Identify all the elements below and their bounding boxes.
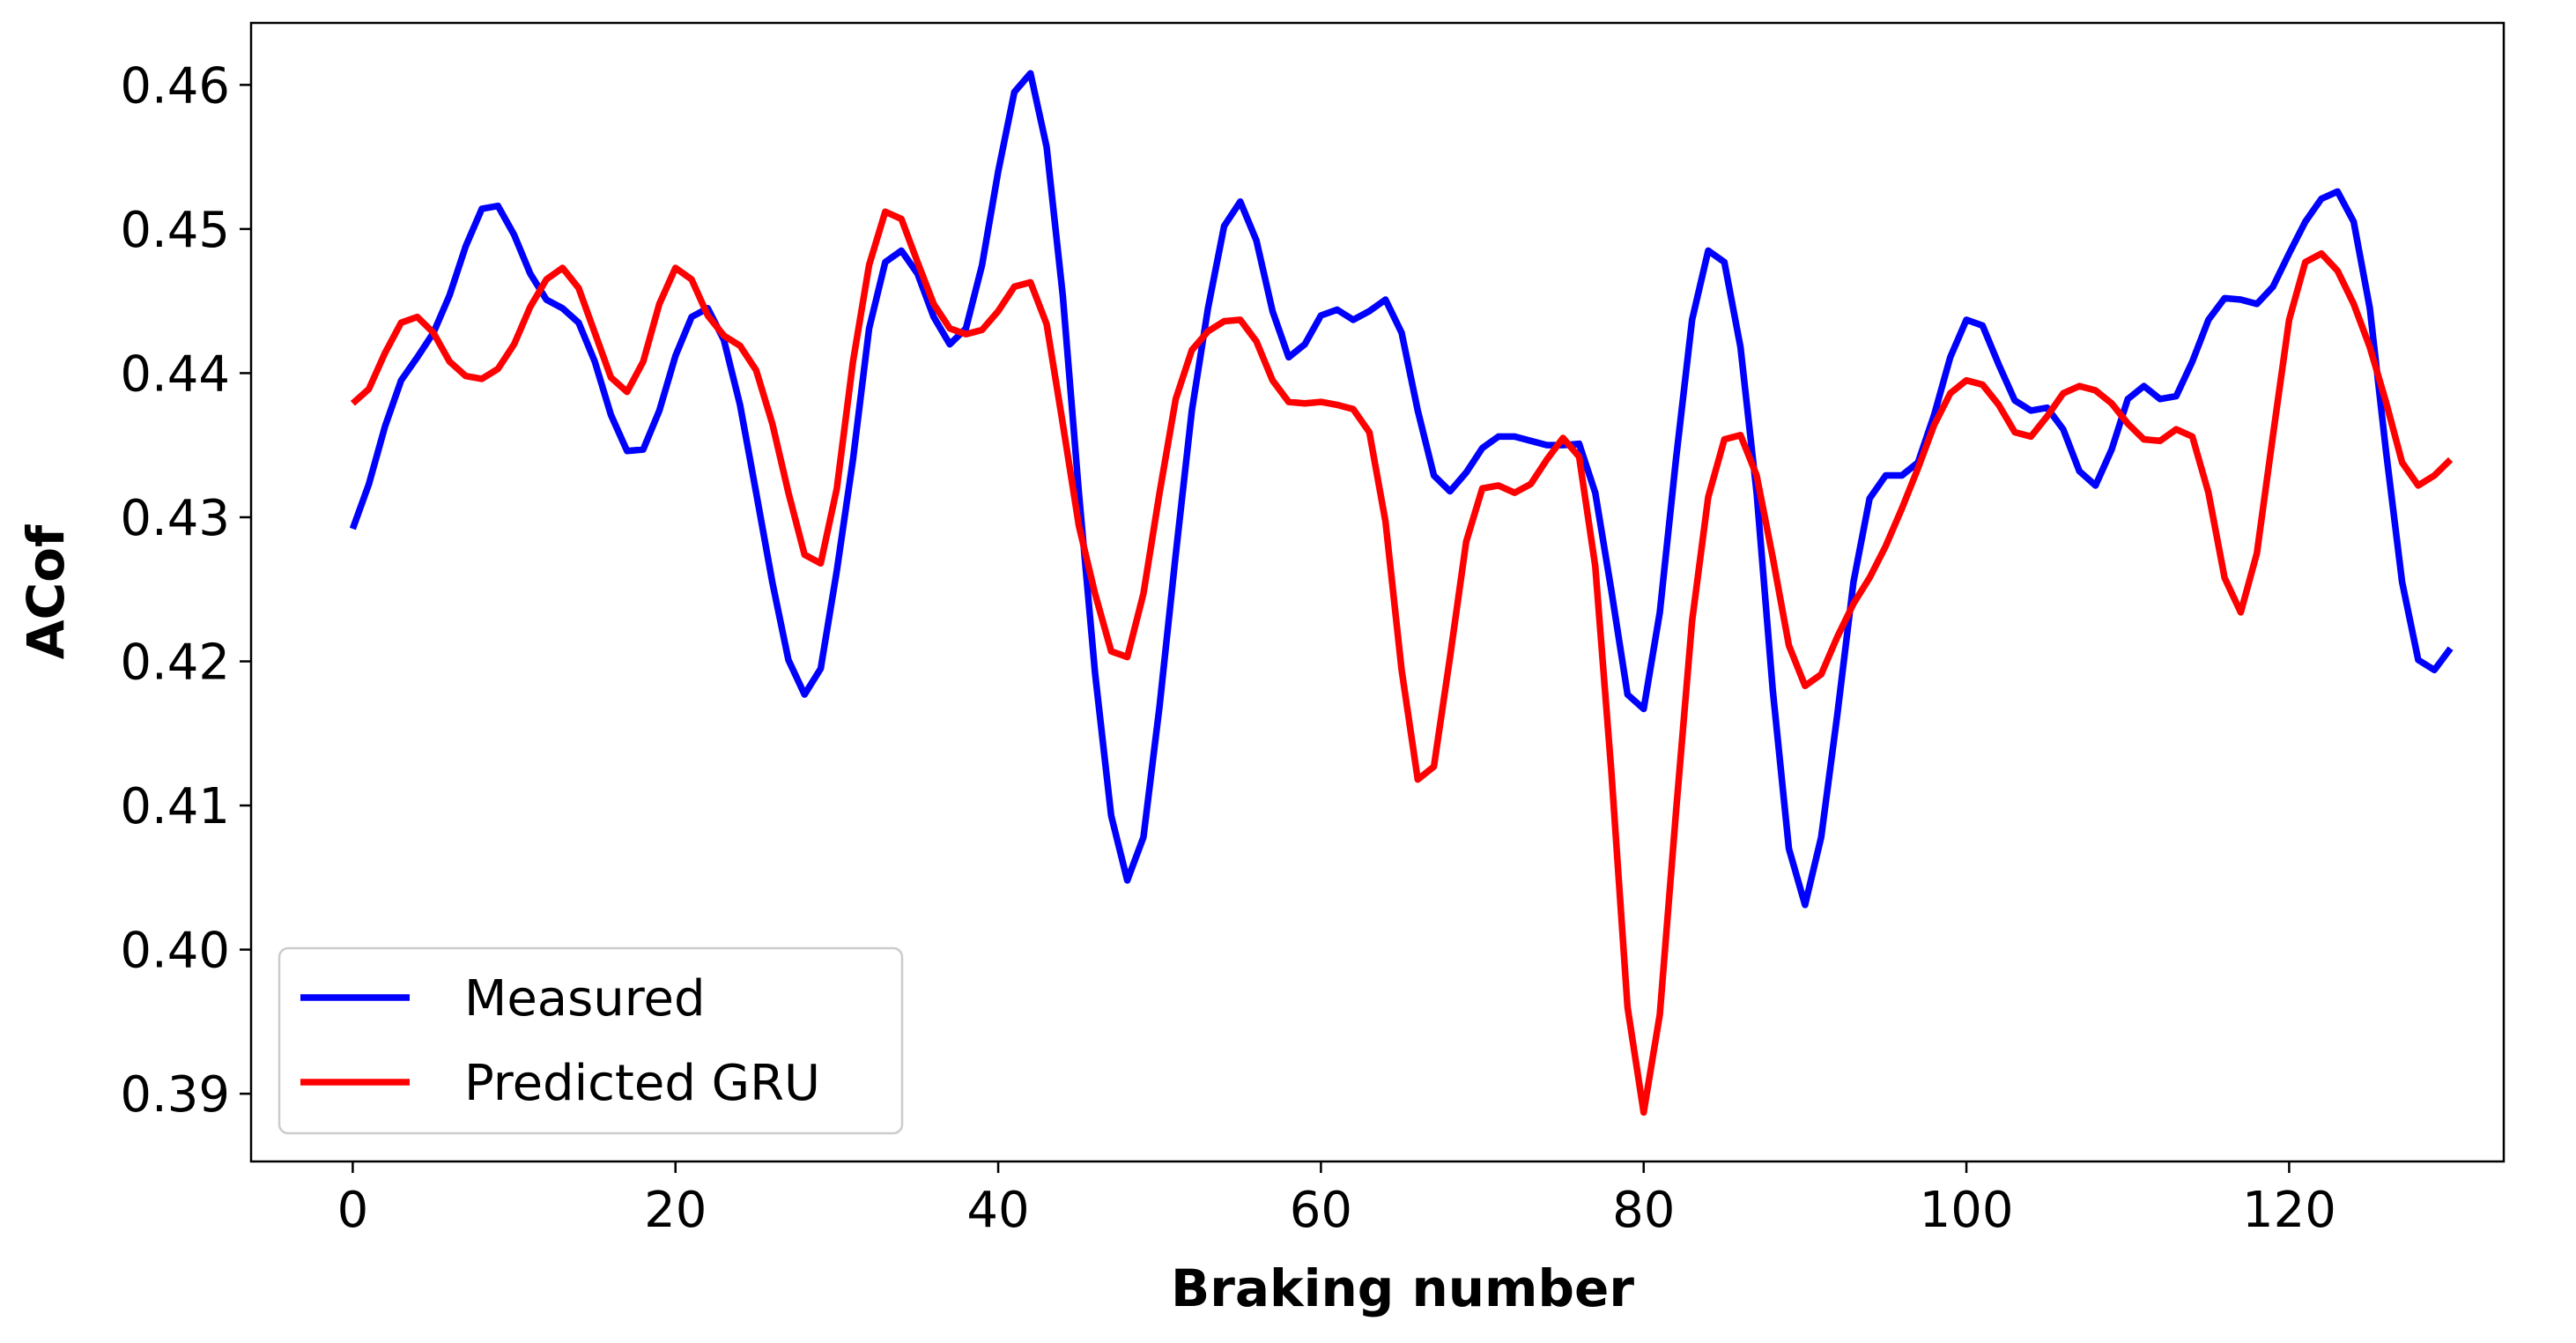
y-tick-label: 0.45 [120, 202, 230, 259]
y-tick-label: 0.46 [120, 57, 230, 115]
x-tick-label: 80 [1612, 1182, 1675, 1239]
y-tick-label: 0.40 [120, 923, 230, 980]
x-tick-label: 0 [337, 1182, 369, 1239]
plot-frame [249, 21, 2506, 1163]
y-tick-label: 0.43 [120, 490, 230, 547]
data-line [349, 70, 2454, 909]
x-tick-label: 120 [2242, 1182, 2336, 1239]
x-tick-label: 40 [966, 1182, 1029, 1239]
legend-box [278, 946, 904, 1135]
legend-label: Predicted GRU [464, 1055, 820, 1112]
legend-label: Measured [464, 970, 706, 1028]
x-tick-label: 60 [1290, 1182, 1352, 1239]
y-tick-label: 0.44 [120, 345, 230, 403]
x-axis-label: Braking number [1171, 1258, 1634, 1318]
y-tick-label: 0.41 [120, 778, 230, 835]
y-tick-label: 0.42 [120, 634, 230, 692]
x-tick-label: 100 [1920, 1182, 2014, 1239]
y-tick-label: 0.39 [120, 1066, 230, 1124]
data-line [350, 208, 2454, 1117]
x-tick-label: 20 [644, 1182, 707, 1239]
y-axis-label: ACof [16, 524, 76, 659]
